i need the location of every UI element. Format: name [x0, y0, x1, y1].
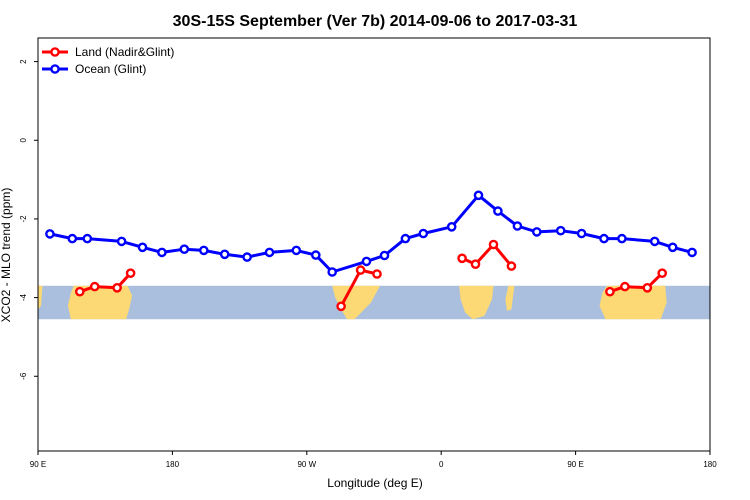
y-tick-label: -6 — [19, 372, 28, 380]
data-point — [82, 233, 93, 244]
data-point — [470, 259, 481, 270]
data-point — [687, 247, 697, 258]
data-point — [336, 301, 346, 312]
data-point — [45, 229, 55, 239]
data-point — [488, 239, 499, 250]
y-axis: 2 0 -2 -4 -6 — [19, 59, 38, 380]
data-point — [576, 228, 587, 239]
y-tick-label: 2 — [19, 59, 28, 64]
australia-landmass — [599, 285, 667, 320]
data-point — [418, 228, 429, 239]
data-point — [457, 253, 467, 264]
data-point — [400, 233, 411, 244]
data-point — [512, 221, 523, 231]
x-tick-label: 180 — [166, 460, 180, 469]
legend-land-marker — [50, 47, 60, 57]
data-point — [446, 221, 457, 232]
data-point — [116, 236, 127, 247]
data-point — [642, 282, 653, 293]
data-point — [493, 206, 503, 216]
legend: Land (Nadir&Glint) Ocean (Glint) — [42, 45, 174, 76]
data-point — [125, 268, 136, 279]
chart-title: 30S-15S September (Ver 7b) 2014-09-06 to… — [173, 13, 578, 30]
x-axis-label: Longitude (deg E) — [327, 476, 422, 490]
legend-land-label: Land (Nadir&Glint) — [75, 45, 174, 59]
madagascar-landmass — [505, 285, 515, 311]
data-point — [649, 236, 660, 247]
data-point — [242, 252, 252, 262]
map-band — [38, 285, 710, 320]
x-tick-label: 180 — [703, 460, 717, 469]
x-axis: 90 E 180 90 W 0 90 E 180 — [30, 451, 717, 469]
data-point — [667, 242, 678, 253]
land-areas — [38, 285, 667, 320]
australia-landmass-left — [38, 285, 43, 310]
series-ocean — [45, 190, 697, 277]
data-point — [599, 233, 609, 244]
data-point — [473, 190, 484, 201]
data-point — [605, 286, 615, 297]
data-point — [75, 286, 85, 297]
data-point — [291, 245, 302, 256]
data-point — [89, 281, 100, 292]
africa-landmass-left — [67, 285, 133, 320]
x-tick-label: 90 W — [297, 460, 316, 469]
series-land — [75, 239, 668, 312]
x-tick-label: 0 — [439, 460, 444, 469]
series-line — [461, 243, 513, 268]
data-point — [264, 247, 275, 258]
y-tick-label: -4 — [19, 293, 28, 301]
series-line — [609, 272, 664, 294]
legend-ocean-marker — [50, 64, 60, 74]
data-point — [157, 247, 167, 258]
data-point — [379, 250, 390, 261]
data-point — [310, 250, 321, 260]
y-tick-label: 0 — [19, 137, 28, 142]
data-point — [532, 227, 542, 237]
data-point — [657, 268, 668, 279]
south-america-landmass — [332, 285, 380, 320]
data-point — [67, 233, 78, 244]
plot-frame — [37, 37, 711, 452]
data-point — [555, 225, 566, 236]
y-axis-label: XCO2 - MLO trend (ppm) — [0, 188, 13, 323]
data-point — [361, 256, 372, 267]
y-tick-label: -2 — [19, 215, 28, 223]
data-point — [620, 281, 630, 292]
x-tick-label: 90 E — [567, 460, 583, 469]
data-point — [137, 242, 148, 253]
data-point — [219, 249, 230, 260]
data-point — [112, 282, 122, 293]
data-point — [355, 265, 366, 275]
data-point — [327, 267, 338, 277]
data-point — [179, 244, 190, 254]
series-layer — [45, 190, 697, 312]
data-point — [617, 233, 627, 244]
data-point — [198, 245, 209, 256]
x-tick-label: 90 E — [30, 460, 46, 469]
africa-landmass — [459, 285, 494, 320]
legend-ocean-label: Ocean (Glint) — [75, 62, 146, 76]
data-point — [372, 269, 382, 279]
series-line — [79, 272, 132, 294]
data-point — [506, 261, 517, 271]
